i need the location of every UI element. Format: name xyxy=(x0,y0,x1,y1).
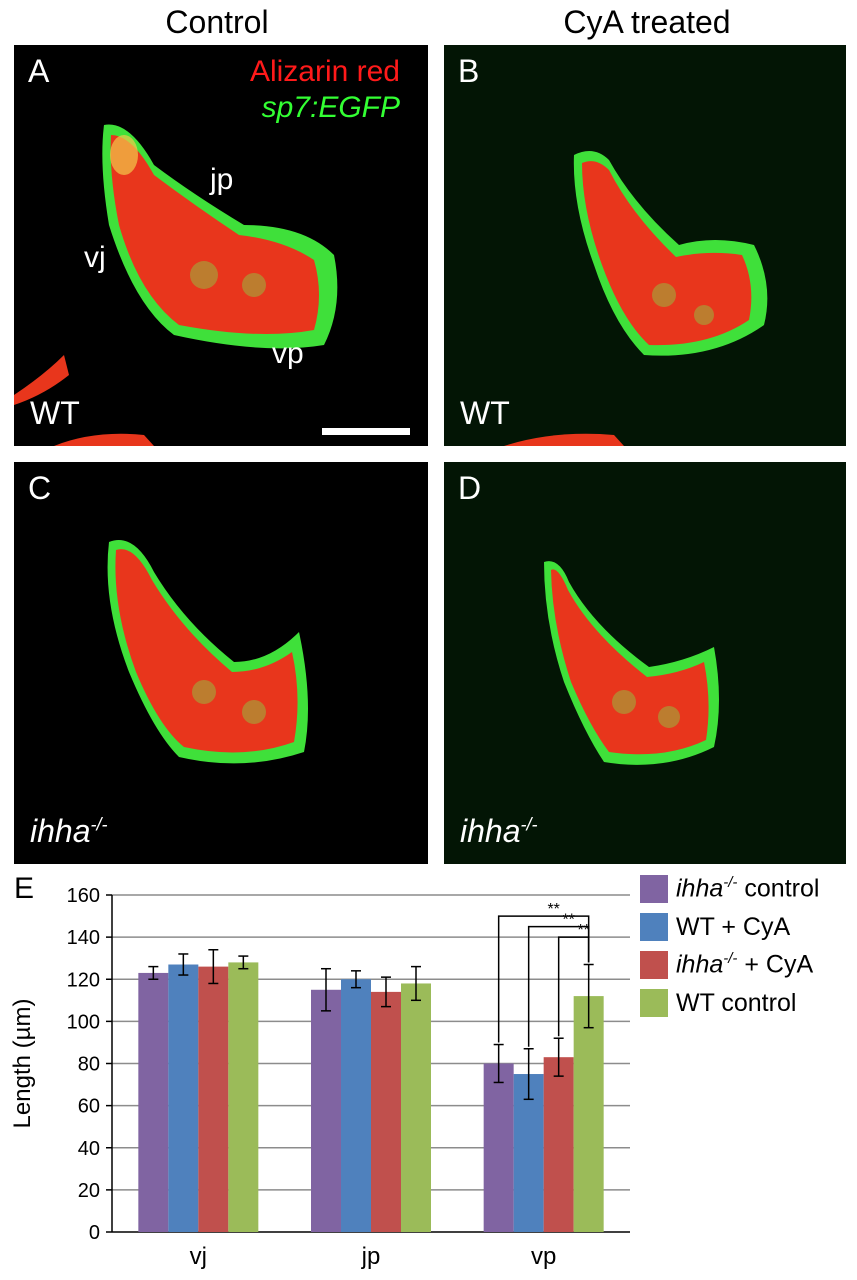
bone-image-a xyxy=(14,124,338,446)
panel-letter-c: C xyxy=(28,470,52,506)
bar-vj-series-1 xyxy=(168,964,199,1232)
bone-image-c xyxy=(107,540,308,764)
bar-vp-series-3 xyxy=(573,996,604,1232)
panel-letter-d: D xyxy=(458,470,482,506)
column-title-cya: CyA treated xyxy=(563,4,731,40)
genotype-label-b: WT xyxy=(460,395,510,431)
legend-item-series-1: WT + CyA xyxy=(640,908,819,946)
legend-swatch-0 xyxy=(640,875,668,903)
bone-image-b xyxy=(444,45,846,446)
y-tick-label: 100 xyxy=(67,1011,100,1033)
bar-jp-series-2 xyxy=(371,991,401,1232)
genotype-label-c: ihha-/- xyxy=(30,813,108,849)
y-axis-label: Length (µm) xyxy=(9,999,36,1129)
panel-a-micrograph: A Alizarin red sp7:EGFP jp vj vp WT xyxy=(14,45,428,446)
y-tick-label: 80 xyxy=(78,1054,100,1076)
legend-label-1: WT + CyA xyxy=(676,912,791,941)
panel-b-micrograph: B WT xyxy=(444,45,846,446)
significance-marker: ** xyxy=(562,912,574,929)
legend-swatch-3 xyxy=(640,989,668,1017)
column-title-control: Control xyxy=(165,4,269,40)
y-tick-label: 160 xyxy=(67,885,100,907)
panel-letter-a: A xyxy=(28,53,50,89)
genotype-label-a: WT xyxy=(30,395,80,431)
bar-vp-series-2 xyxy=(543,1057,574,1232)
legend-item-series-0: ihha-/- control xyxy=(640,870,819,908)
significance-bracket xyxy=(557,936,590,1037)
legend-swatch-1 xyxy=(640,913,668,941)
scale-bar xyxy=(322,428,410,435)
y-tick-label: 20 xyxy=(78,1180,100,1202)
y-tick-label: 120 xyxy=(67,969,100,991)
significance-marker: ** xyxy=(547,901,559,918)
bar-vp-series-1 xyxy=(513,1074,544,1232)
bar-vj-series-0 xyxy=(138,972,169,1232)
significance-marker: ** xyxy=(577,922,589,939)
legend-alizarin-red: Alizarin red xyxy=(249,55,400,88)
legend-item-series-3: WT control xyxy=(640,984,819,1022)
label-vp: vp xyxy=(272,337,304,370)
y-tick-label: 140 xyxy=(67,927,100,949)
label-jp: jp xyxy=(210,163,234,196)
y-tick-label: 60 xyxy=(78,1096,100,1118)
chart-legend: ihha-/- control WT + CyA ihha-/- + CyA W… xyxy=(640,870,819,1022)
legend-item-series-2: ihha-/- + CyA xyxy=(640,946,819,984)
legend-label-2: ihha-/- + CyA xyxy=(676,950,814,979)
genotype-label-d: ihha-/- xyxy=(460,813,538,849)
panel-letter-b: B xyxy=(458,53,480,89)
y-tick-label: 40 xyxy=(78,1138,100,1160)
label-vj: vj xyxy=(84,241,106,274)
bone-image-d xyxy=(444,462,846,864)
bar-vj-series-3 xyxy=(228,962,259,1232)
legend-sp7-egfp: sp7:EGFP xyxy=(261,91,400,124)
bar-vp-series-0 xyxy=(483,1063,514,1232)
bar-jp-series-3 xyxy=(401,983,431,1232)
legend-label-0: ihha-/- control xyxy=(676,874,820,903)
panel-c-micrograph: C ihha-/- xyxy=(14,462,428,864)
x-tick-label-vj: vj xyxy=(190,1243,207,1270)
bar-jp-series-1 xyxy=(341,979,371,1232)
legend-label-3: WT control xyxy=(676,988,797,1017)
bar-chart: 0 20 40 60 80 100 120 140 160 Length (µm) vj jp vp **… xyxy=(9,885,630,1270)
legend-swatch-2 xyxy=(640,951,668,979)
bar-jp-series-0 xyxy=(311,989,341,1232)
panel-d-micrograph: D ihha-/- xyxy=(444,462,846,864)
panel-letter-e: E xyxy=(14,872,35,905)
x-tick-label-vp: vp xyxy=(531,1243,556,1270)
y-tick-label: 0 xyxy=(89,1222,100,1244)
x-tick-label-jp: jp xyxy=(361,1243,381,1270)
bar-vj-series-2 xyxy=(198,966,229,1232)
